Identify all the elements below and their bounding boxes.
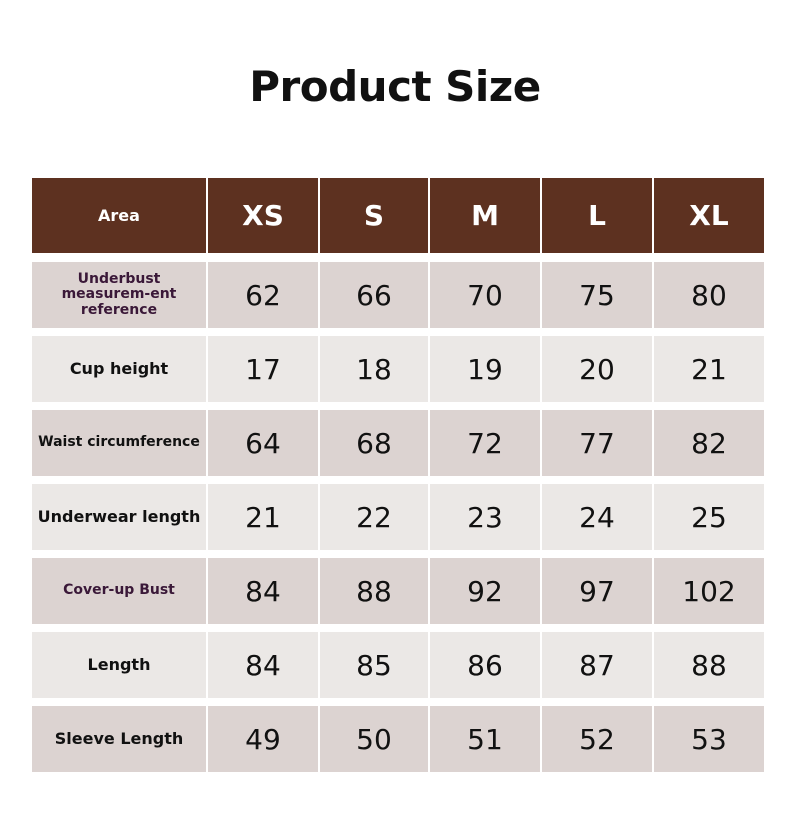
table-row: Underwear length 21 22 23 24 25 [32, 484, 764, 550]
table-header: Area XS S M L XL [32, 178, 764, 253]
value-cell: 70 [430, 262, 540, 328]
value-cell: 87 [542, 632, 652, 698]
value-cell: 52 [542, 706, 652, 772]
value-cell: 85 [320, 632, 428, 698]
value-cell: 53 [654, 706, 764, 772]
header-cell: L [542, 178, 652, 253]
row-label: Underbust measurem-ent reference [32, 262, 206, 328]
value-cell: 77 [542, 410, 652, 476]
value-cell: 20 [542, 336, 652, 402]
value-cell: 18 [320, 336, 428, 402]
table-row: Sleeve Length 49 50 51 52 53 [32, 706, 764, 772]
value-cell: 88 [320, 558, 428, 624]
value-cell: 19 [430, 336, 540, 402]
value-cell: 21 [654, 336, 764, 402]
value-cell: 92 [430, 558, 540, 624]
page-title: Product Size [249, 62, 541, 111]
value-cell: 49 [208, 706, 318, 772]
row-label: Waist circumference [32, 410, 206, 476]
value-cell: 62 [208, 262, 318, 328]
value-cell: 64 [208, 410, 318, 476]
table-row: Underbust measurem-ent reference 62 66 70 75… [32, 262, 764, 328]
value-cell: 24 [542, 484, 652, 550]
value-cell: 50 [320, 706, 428, 772]
row-label: Length [32, 632, 206, 698]
value-cell: 84 [208, 558, 318, 624]
value-cell: 102 [654, 558, 764, 624]
value-cell: 51 [430, 706, 540, 772]
value-cell: 21 [208, 484, 318, 550]
value-cell: 23 [430, 484, 540, 550]
table-row: Waist circumference 64 68 72 77 82 [32, 410, 764, 476]
value-cell: 86 [430, 632, 540, 698]
header-cell: XL [654, 178, 764, 253]
table-row: Length 84 85 86 87 88 [32, 632, 764, 698]
value-cell: 66 [320, 262, 428, 328]
table-row: Cup height 17 18 19 20 21 [32, 336, 764, 402]
value-cell: 72 [430, 410, 540, 476]
table-row: Cover-up Bust 84 88 92 97 102 [32, 558, 764, 624]
value-cell: 25 [654, 484, 764, 550]
value-cell: 82 [654, 410, 764, 476]
size-table: Area XS S M L XL Underbust measurem-ent … [32, 178, 764, 780]
row-label: Sleeve Length [32, 706, 206, 772]
value-cell: 80 [654, 262, 764, 328]
header-cell: Area [32, 178, 206, 253]
row-label: Underwear length [32, 484, 206, 550]
value-cell: 84 [208, 632, 318, 698]
header-cell: XS [208, 178, 318, 253]
value-cell: 22 [320, 484, 428, 550]
value-cell: 88 [654, 632, 764, 698]
header-cell: S [320, 178, 428, 253]
value-cell: 68 [320, 410, 428, 476]
value-cell: 75 [542, 262, 652, 328]
value-cell: 97 [542, 558, 652, 624]
row-label: Cup height [32, 336, 206, 402]
value-cell: 17 [208, 336, 318, 402]
row-label: Cover-up Bust [32, 558, 206, 624]
header-cell: M [430, 178, 540, 253]
